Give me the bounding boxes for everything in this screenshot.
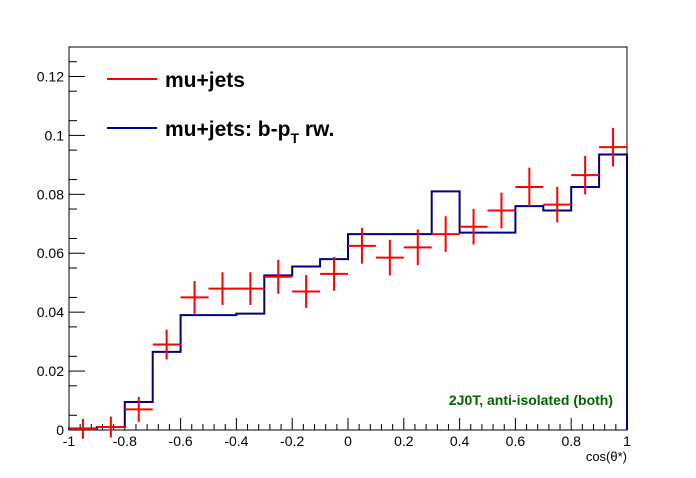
x-tick-label: 1	[623, 433, 631, 449]
data-point	[180, 281, 209, 314]
axis-ticks: -1 -0.8 -0.6 -0.4 -0.2 0 0.2 0.4 0.6 0.8 1 0 0.02 0.0…	[37, 61, 631, 449]
y-tick-label: 0	[56, 422, 64, 438]
x-tick-label: -0.8	[113, 433, 137, 449]
x-tick-label: 0	[344, 433, 352, 449]
data-point	[431, 216, 460, 252]
data-point	[459, 208, 488, 245]
data-point	[96, 416, 125, 438]
y-tick-label: 0.04	[37, 304, 64, 320]
data-point	[487, 192, 516, 229]
data-point	[208, 272, 237, 305]
data-point	[543, 186, 572, 223]
x-tick-label: 0.6	[506, 433, 526, 449]
y-tick-label: 0.12	[37, 68, 64, 84]
data-point	[292, 275, 321, 308]
data-point	[69, 418, 97, 439]
data-point	[571, 155, 600, 195]
x-tick-label: -0.6	[169, 433, 193, 449]
data-point	[236, 272, 265, 305]
data-point	[515, 167, 544, 207]
x-tick-label: -0.2	[280, 433, 304, 449]
y-tick-label: 0.1	[45, 127, 65, 143]
legend-label-mu-jets: mu+jets	[165, 69, 245, 92]
data-point	[348, 228, 376, 264]
x-tick-label: 0.2	[394, 433, 414, 449]
legend: mu+jets mu+jets: b-pT rw.	[107, 69, 334, 146]
x-axis-title: cos(θ*)	[586, 449, 627, 464]
data-point	[264, 259, 293, 294]
data-point	[375, 239, 404, 276]
y-tick-label: 0.08	[37, 186, 64, 202]
series-markers	[69, 127, 627, 439]
data-point	[124, 396, 153, 422]
data-point	[320, 256, 348, 291]
data-point	[152, 329, 181, 360]
data-point	[599, 127, 627, 167]
x-tick-label: 0.4	[450, 433, 470, 449]
y-tick-label: 0.02	[37, 363, 64, 379]
legend-label-bpt-rw: mu+jets: b-pT rw.	[165, 118, 334, 146]
y-tick-label: 0.06	[37, 245, 64, 261]
annotation-label: 2J0T, anti-isolated (both)	[449, 392, 613, 408]
x-tick-label: -1	[63, 433, 76, 449]
x-tick-label: -0.4	[224, 433, 248, 449]
x-tick-label: 0.8	[561, 433, 581, 449]
data-point	[403, 229, 432, 266]
